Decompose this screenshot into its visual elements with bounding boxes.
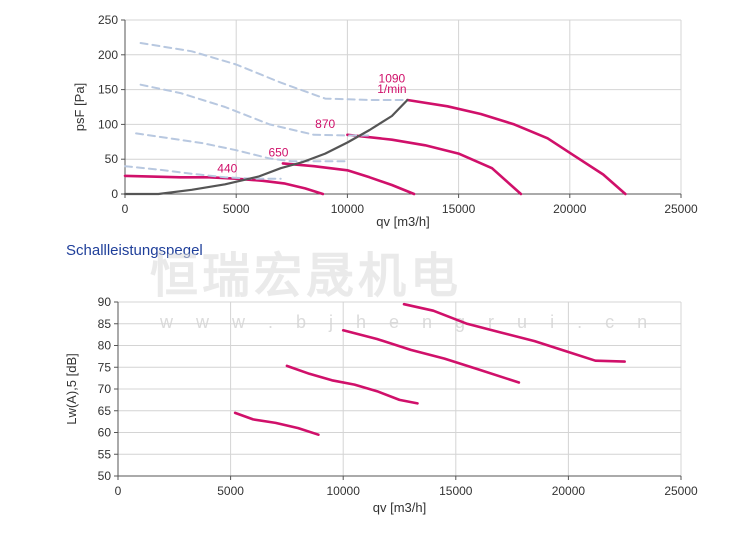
speed-label: 1090: [379, 72, 406, 86]
y-tick-label: 150: [98, 83, 118, 97]
speed-label: 870: [315, 117, 335, 131]
watermark-logo: 恒瑞宏晟机电: [150, 248, 463, 304]
speed-curve-line: [346, 133, 523, 196]
speed-curve-line: [406, 98, 627, 196]
x-tick-label: 0: [115, 484, 122, 498]
speed-curve-line: [402, 302, 627, 363]
speed-label: 650: [268, 145, 288, 159]
x-tick-label: 5000: [223, 202, 250, 216]
y-tick-label: 100: [98, 117, 118, 131]
sound-chart: 0 5000 10000 15000 20000 25000 50 55 60 65 70 75 80 8…: [64, 295, 698, 515]
y-axis-title: psF [Pa]: [72, 83, 87, 131]
x-tick-label: 20000: [552, 484, 586, 498]
x-tick-label: 0: [122, 202, 129, 216]
y-tick-label: 50: [105, 152, 119, 166]
x-axis-title: qv [m3/h]: [373, 500, 426, 515]
speed-curve-line: [281, 162, 416, 196]
y-tick-label: 85: [98, 317, 112, 331]
x-axis-title: qv [m3/h]: [376, 214, 429, 229]
y-tick-label: 70: [98, 382, 112, 396]
x-tick-label: 25000: [664, 484, 698, 498]
speed-label: 1/min: [377, 82, 406, 96]
pressure-chart: 0 5000 10000 15000 20000 25000 0 50 100 150 200 250…: [72, 13, 698, 229]
speed-curve-line: [285, 364, 419, 405]
dashed-reference-line: [139, 83, 371, 137]
x-tick-label: 15000: [442, 202, 476, 216]
dashed-reference-line: [139, 42, 409, 101]
x-tick-label: 25000: [664, 202, 698, 216]
system-curve-line: [123, 98, 409, 196]
x-tick-label: 20000: [553, 202, 587, 216]
y-tick-label: 250: [98, 13, 118, 27]
speed-curve-line: [233, 411, 320, 437]
speed-label: 440: [217, 161, 237, 175]
y-tick-label: 50: [98, 469, 112, 483]
speed-curve-line: [341, 328, 521, 384]
x-tick-label: 5000: [217, 484, 244, 498]
y-tick-label: 80: [98, 339, 112, 353]
y-tick-label: 55: [98, 447, 112, 461]
section-title: Schallleistungspegel: [66, 242, 203, 259]
y-tick-label: 65: [98, 404, 112, 418]
x-tick-label: 15000: [439, 484, 473, 498]
y-axis-title: Lw(A),5 [dB]: [64, 353, 79, 425]
x-tick-label: 10000: [331, 202, 365, 216]
watermark-url: w w w . b j h e n g r u i . c n: [160, 312, 657, 332]
y-tick-label: 75: [98, 360, 112, 374]
y-tick-label: 200: [98, 48, 118, 62]
y-tick-label: 0: [111, 187, 118, 201]
dashed-reference-line: [124, 165, 282, 180]
y-tick-label: 60: [98, 426, 112, 440]
x-tick-label: 10000: [327, 484, 361, 498]
dashed-reference-line: [135, 132, 349, 163]
y-tick-label: 90: [98, 295, 112, 309]
